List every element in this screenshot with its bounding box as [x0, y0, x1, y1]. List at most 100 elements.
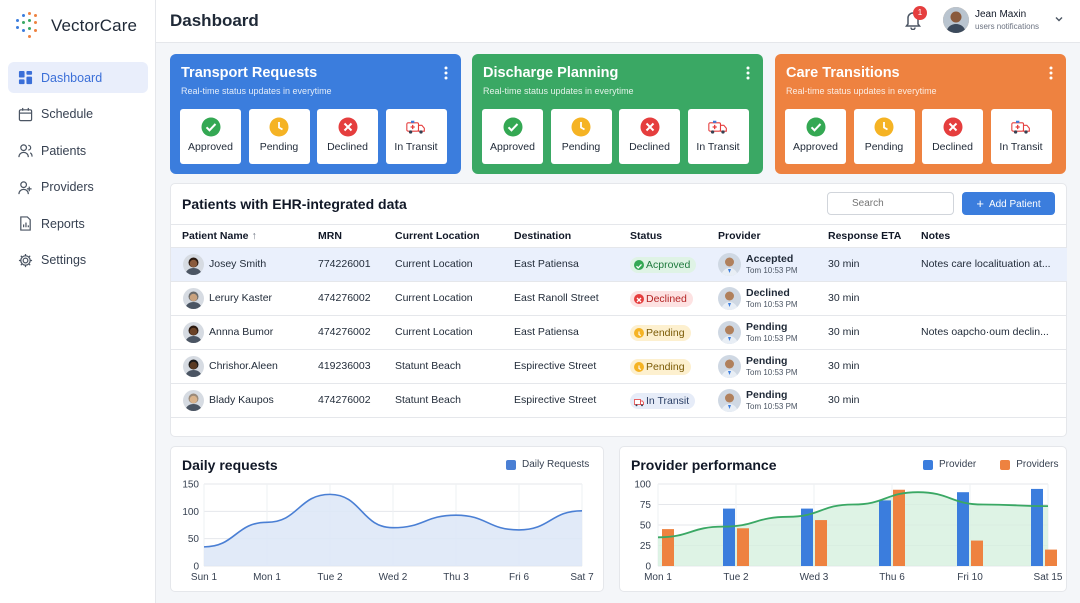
patient-name[interactable]: Annna Bumor: [209, 326, 274, 338]
provider-time: Tom 10:53 PM: [746, 402, 798, 411]
search-input[interactable]: [827, 192, 954, 215]
x-circle-icon: [634, 294, 644, 304]
series-line: [203, 493, 583, 548]
patient-name[interactable]: Chrishor.Aleen: [209, 360, 278, 372]
check-circle-icon: [201, 117, 220, 137]
stat-in-transit[interactable]: In Transit: [385, 109, 447, 164]
card-title: Care Transitions: [786, 65, 900, 81]
stat-label: In Transit: [696, 141, 740, 153]
patient-name[interactable]: Lerury Kaster: [209, 292, 273, 304]
card-stats: Approved Pending Declined In Transit: [180, 109, 447, 164]
patient-name[interactable]: Blady Kaupos: [209, 394, 274, 406]
stat-declined[interactable]: Declined: [922, 109, 983, 164]
bar-provider: [801, 508, 813, 566]
app-logo[interactable]: VectorCare: [16, 12, 137, 40]
provider-performance-panel: Provider performance Provider Providers …: [619, 446, 1067, 592]
y-tick-label: 25: [640, 541, 652, 552]
sidebar-item-reports[interactable]: Reports: [8, 208, 148, 239]
table-row[interactable]: Lerury Kaster 474276002 Current Location Ea…: [171, 282, 1067, 316]
stat-declined[interactable]: Declined: [317, 109, 378, 164]
table-title: Patients with EHR-integrated data: [182, 196, 407, 212]
stat-pending[interactable]: Pending: [853, 109, 915, 164]
sidebar-item-dashboard[interactable]: Dashboard: [8, 62, 148, 93]
stat-in-transit[interactable]: In Transit: [990, 109, 1052, 164]
legend-label: Providers: [1016, 459, 1059, 470]
y-tick-label: 100: [182, 507, 199, 518]
y-tick-label: 50: [640, 521, 652, 532]
patient-name[interactable]: Josey Smith: [209, 258, 267, 270]
status-badge: Acproved: [630, 257, 697, 273]
x-circle-icon: [640, 117, 659, 137]
stat-pending[interactable]: Pending: [550, 109, 612, 164]
clock-icon: [634, 362, 644, 372]
y-tick-label: 150: [182, 480, 199, 491]
more-vertical-icon[interactable]: [444, 66, 448, 80]
current-location: Current Location: [395, 258, 473, 270]
col-current-location: Current Location: [395, 230, 480, 242]
mrn: 474276002: [318, 394, 371, 406]
sidebar-item-schedule[interactable]: Schedule: [8, 99, 148, 130]
status-card-discharge: Discharge Planning Real-time status updat…: [472, 54, 763, 174]
patient-avatar: [183, 322, 204, 343]
calendar-icon: [18, 107, 33, 121]
patient-avatar: [183, 288, 204, 309]
table-row[interactable]: Annna Bumor 474276002 Current Location East…: [171, 316, 1067, 350]
response-eta: 30 min: [828, 394, 860, 406]
more-vertical-icon[interactable]: [746, 66, 750, 80]
add-patient-button[interactable]: + Add Patient: [962, 192, 1055, 215]
sidebar-item-label: Providers: [41, 180, 94, 195]
table-row[interactable]: Chrishor.Aleen 419236003 Statunt Beach Espi…: [171, 350, 1067, 384]
destination: Espirective Street: [514, 394, 597, 406]
col-provider: Provider: [718, 230, 761, 242]
patient-avatar: [183, 356, 204, 377]
stat-approved[interactable]: Approved: [482, 109, 543, 164]
bar-providers: [737, 528, 749, 566]
mrn: 419236003: [318, 360, 371, 372]
current-location: Statunt Beach: [395, 360, 461, 372]
clock-icon: [571, 117, 591, 137]
card-title: Transport Requests: [181, 65, 318, 81]
status-label: Pending: [646, 327, 685, 339]
x-tick-label: Wed 3: [800, 572, 829, 583]
col-destination: Destination: [514, 230, 572, 242]
user-name: Jean Maxin: [975, 9, 1027, 20]
sidebar-item-patients[interactable]: Patients: [8, 135, 148, 166]
sidebar-item-providers[interactable]: Providers: [8, 172, 148, 203]
x-tick-label: Mon 1: [253, 572, 281, 583]
stat-approved[interactable]: Approved: [785, 109, 846, 164]
sidebar-item-label: Schedule: [41, 107, 94, 122]
col-response-eta: Response ETA: [828, 230, 902, 242]
table-row[interactable]: Blady Kaupos 474276002 Statunt Beach Espire…: [171, 384, 1067, 418]
status-badge: In Transit: [630, 393, 696, 409]
legend-swatch: [506, 459, 516, 470]
card-title: Discharge Planning: [483, 65, 619, 81]
col-patient-name[interactable]: Patient Name ↑: [182, 225, 257, 247]
table-row[interactable]: Josey Smith 774226001 Current Location East…: [171, 248, 1067, 282]
stat-label: In Transit: [999, 141, 1043, 153]
plus-icon: +: [976, 196, 984, 211]
stat-pending[interactable]: Pending: [248, 109, 310, 164]
user-subtitle: users notifications: [975, 22, 1040, 31]
user-avatar[interactable]: [943, 7, 969, 33]
provider-time: Tom 10:53 PM: [746, 300, 798, 309]
sidebar-item-label: Patients: [41, 143, 87, 158]
destination: East Patiensa: [514, 326, 579, 338]
provider-status: Pending: [746, 355, 788, 367]
stat-declined[interactable]: Declined: [619, 109, 680, 164]
stat-approved[interactable]: Approved: [180, 109, 241, 164]
col-status: Status: [630, 230, 663, 242]
sidebar-item-settings[interactable]: Settings: [8, 245, 148, 276]
y-tick-label: 100: [634, 480, 651, 491]
page-title: Dashboard: [170, 11, 259, 30]
chart-title: Daily requests: [182, 457, 278, 473]
stat-label: Declined: [932, 141, 973, 153]
x-tick-label: Sat 15: [1034, 572, 1063, 583]
patients-icon: [18, 144, 33, 158]
column-label: Patient Name: [182, 230, 249, 242]
stat-label: Approved: [490, 141, 535, 153]
chevron-down-icon[interactable]: [1054, 14, 1064, 24]
clock-icon: [874, 117, 894, 137]
legend-label: Daily Requests: [522, 459, 590, 470]
more-vertical-icon[interactable]: [1049, 66, 1053, 80]
stat-in-transit[interactable]: In Transit: [687, 109, 749, 164]
